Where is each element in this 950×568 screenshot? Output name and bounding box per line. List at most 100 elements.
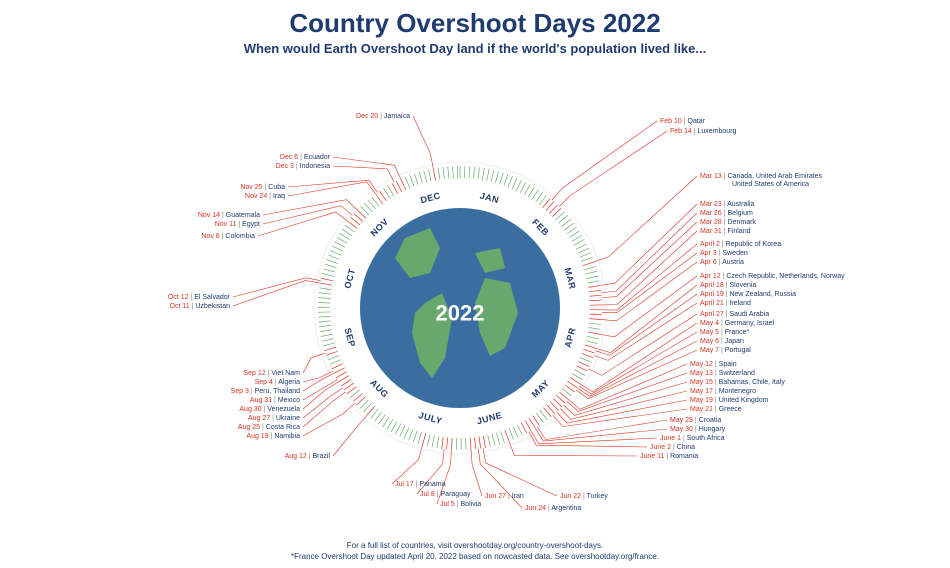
- entry-label: Jul 17 | Panama: [395, 481, 446, 488]
- entry-label: June 2 | China: [650, 444, 695, 451]
- entry-label: May 21 | Greece: [690, 406, 742, 413]
- svg-text:Mar 23 | Australia: Mar 23 | Australia: [700, 201, 754, 208]
- svg-text:Mar 13 | Canada, United Arab E: Mar 13 | Canada, United Arab Emirates: [700, 173, 823, 180]
- svg-text:Aug 27 | Ukraine: Aug 27 | Ukraine: [248, 415, 300, 422]
- entry-label: Feb 10 | Qatar: [660, 118, 706, 125]
- entry-label: April 18 | Slovenia: [700, 282, 756, 289]
- svg-text:May 5 | France*: May 5 | France*: [700, 329, 750, 336]
- entry-label: Aug 19 | Namibia: [246, 433, 300, 440]
- svg-text:Aug 30 | Venezuela: Aug 30 | Venezuela: [239, 406, 300, 413]
- entry-label: May 29 | Croatia: [670, 417, 721, 424]
- entry-label: Mar 31 | Finland: [700, 228, 751, 235]
- entry-label: Mar 23 | Australia: [700, 201, 754, 208]
- svg-text:May 13 | Switzerland: May 13 | Switzerland: [690, 370, 755, 377]
- svg-text:Aug 31 | Mexico: Aug 31 | Mexico: [250, 397, 300, 404]
- entry-label: April 21 | Ireland: [700, 300, 751, 307]
- entry-label: May 13 | Switzerland: [690, 370, 755, 377]
- entry-label: Aug 25 | Costa Rica: [238, 424, 300, 431]
- entry-label: Dec 20 | Jamaica: [356, 113, 410, 120]
- svg-text:Dec 3 | Indonesia: Dec 3 | Indonesia: [276, 163, 330, 170]
- entry-label: Jun 27 | Iran: [485, 493, 524, 500]
- svg-text:Feb 14 | Luxembourg: Feb 14 | Luxembourg: [670, 128, 737, 135]
- entry-label: Mar 26 | Belgium: [700, 210, 753, 217]
- svg-text:Jul 5 | Bolivia: Jul 5 | Bolivia: [440, 501, 481, 508]
- svg-text:May 30 | Hungary: May 30 | Hungary: [670, 426, 726, 433]
- svg-text:Sep 12 | Viet Nam: Sep 12 | Viet Nam: [243, 370, 300, 377]
- svg-text:May 7 | Portugal: May 7 | Portugal: [700, 347, 751, 354]
- svg-text:Dec 20 | Jamaica: Dec 20 | Jamaica: [356, 113, 410, 120]
- entry-label: Aug 27 | Ukraine: [248, 415, 300, 422]
- svg-text:Nov 25 | Cuba: Nov 25 | Cuba: [240, 184, 285, 191]
- svg-text:June 11 | Romania: June 11 | Romania: [640, 453, 698, 460]
- svg-text:Aug 25 | Costa Rica: Aug 25 | Costa Rica: [238, 424, 300, 431]
- footer: For a full list of countries, visit over…: [0, 541, 950, 562]
- entry-label: Jun 22 | Turkey: [560, 493, 608, 500]
- footer-line2: *France Overshoot Day updated April 20, …: [0, 552, 950, 562]
- entry-label: Mar 28 | Denmark: [700, 219, 756, 226]
- entry-label: Dec 3 | Indonesia: [276, 163, 330, 170]
- entry-label: Aug 12 | Brazil: [285, 453, 331, 460]
- svg-text:Mar 28 | Denmark: Mar 28 | Denmark: [700, 219, 756, 226]
- svg-text:2022: 2022: [436, 301, 485, 326]
- svg-text:Jun 22 | Turkey: Jun 22 | Turkey: [560, 493, 608, 500]
- overshoot-chart: JANFEBMARAPRMAYJUNEJULYAUGSEPOCTNOVDEC20…: [0, 8, 950, 568]
- svg-text:Apr 3 | Sweden: Apr 3 | Sweden: [700, 250, 748, 257]
- svg-text:May 4 | Germany, Israel: May 4 | Germany, Israel: [700, 320, 774, 327]
- entry-label: Feb 14 | Luxembourg: [670, 128, 737, 135]
- entry-label: May 30 | Hungary: [670, 426, 726, 433]
- entry-label: Sep 12 | Viet Nam: [243, 370, 300, 377]
- entry-label: May 6 | Japan: [700, 338, 744, 345]
- svg-text:Aug 19 | Namibia: Aug 19 | Namibia: [246, 433, 300, 440]
- entry-label: Nov 25 | Cuba: [240, 184, 285, 191]
- svg-text:April 2 | Republic of Korea: April 2 | Republic of Korea: [700, 241, 781, 248]
- svg-text:April 18 | Slovenia: April 18 | Slovenia: [700, 282, 756, 289]
- svg-text:Jun 24 | Argentina: Jun 24 | Argentina: [525, 505, 581, 512]
- svg-text:May 19 | United Kingdom: May 19 | United Kingdom: [690, 397, 769, 404]
- svg-text:Oct 11 | Uzbekistan: Oct 11 | Uzbekistan: [170, 303, 231, 310]
- entry-label: Dec 6 | Ecuador: [280, 154, 331, 161]
- svg-text:June 2 | China: June 2 | China: [650, 444, 695, 451]
- svg-text:May 29 | Croatia: May 29 | Croatia: [670, 417, 721, 424]
- svg-text:Jul 8 | Paraguay: Jul 8 | Paraguay: [420, 491, 471, 498]
- svg-text:Sep 3 | Peru, Thailand: Sep 3 | Peru, Thailand: [231, 388, 301, 395]
- entry-label: May 5 | France*: [700, 329, 750, 336]
- entry-label: May 19 | United Kingdom: [690, 397, 769, 404]
- svg-text:Nov 11 | Egypt: Nov 11 | Egypt: [215, 221, 260, 228]
- svg-text:May 17 | Montenegro: May 17 | Montenegro: [690, 388, 756, 395]
- svg-text:Jul 17 | Panama: Jul 17 | Panama: [395, 481, 446, 488]
- svg-text:May 12 | Spain: May 12 | Spain: [690, 361, 737, 368]
- entry-label: Apr 3 | Sweden: [700, 250, 748, 257]
- svg-text:Dec 6 | Ecuador: Dec 6 | Ecuador: [280, 154, 331, 161]
- entry-label: Nov 11 | Egypt: [215, 221, 260, 228]
- svg-text:Jun 27 | Iran: Jun 27 | Iran: [485, 493, 524, 500]
- entry-label: Aug 30 | Venezuela: [239, 406, 300, 413]
- svg-text:April 21 | Ireland: April 21 | Ireland: [700, 300, 751, 307]
- svg-text:Nov 8 | Colombia: Nov 8 | Colombia: [201, 233, 255, 240]
- svg-text:April 19 | New Zealand, Russia: April 19 | New Zealand, Russia: [700, 291, 796, 298]
- entry-label: Mar 13 | Canada, United Arab EmiratesUni…: [700, 173, 823, 188]
- svg-text:Mar 31 | Finland: Mar 31 | Finland: [700, 228, 751, 235]
- entry-label: May 7 | Portugal: [700, 347, 751, 354]
- entry-label: Oct 11 | Uzbekistan: [170, 303, 231, 310]
- entry-label: April 19 | New Zealand, Russia: [700, 291, 796, 298]
- entry-label: June 1 | South Africa: [660, 435, 725, 442]
- svg-text:Mar 26 | Belgium: Mar 26 | Belgium: [700, 210, 753, 217]
- svg-text:Aug 12 | Brazil: Aug 12 | Brazil: [285, 453, 331, 460]
- svg-text:Sep 4 | Algeria: Sep 4 | Algeria: [255, 379, 301, 386]
- svg-text:United States of America: United States of America: [732, 181, 809, 188]
- entry-label: Apr 6 | Austria: [700, 259, 744, 266]
- entry-label: Jul 8 | Paraguay: [420, 491, 471, 498]
- svg-text:Nov 24 | Iraq: Nov 24 | Iraq: [245, 193, 285, 200]
- entry-label: Jun 24 | Argentina: [525, 505, 581, 512]
- svg-text:May 6 | Japan: May 6 | Japan: [700, 338, 744, 345]
- svg-text:May 21 | Greece: May 21 | Greece: [690, 406, 742, 413]
- entry-label: May 4 | Germany, Israel: [700, 320, 774, 327]
- svg-text:Apr 12 | Czech Republic, Nethe: Apr 12 | Czech Republic, Netherlands, No…: [700, 273, 845, 280]
- entry-label: Oct 12 | El Salvador: [168, 294, 231, 301]
- svg-text:Nov 14 | Guatemala: Nov 14 | Guatemala: [198, 212, 260, 219]
- entry-label: Apr 12 | Czech Republic, Netherlands, No…: [700, 273, 845, 280]
- entry-label: Aug 31 | Mexico: [250, 397, 300, 404]
- svg-text:June 1 | South Africa: June 1 | South Africa: [660, 435, 725, 442]
- footer-line1: For a full list of countries, visit over…: [0, 541, 950, 551]
- entry-label: April 2 | Republic of Korea: [700, 241, 781, 248]
